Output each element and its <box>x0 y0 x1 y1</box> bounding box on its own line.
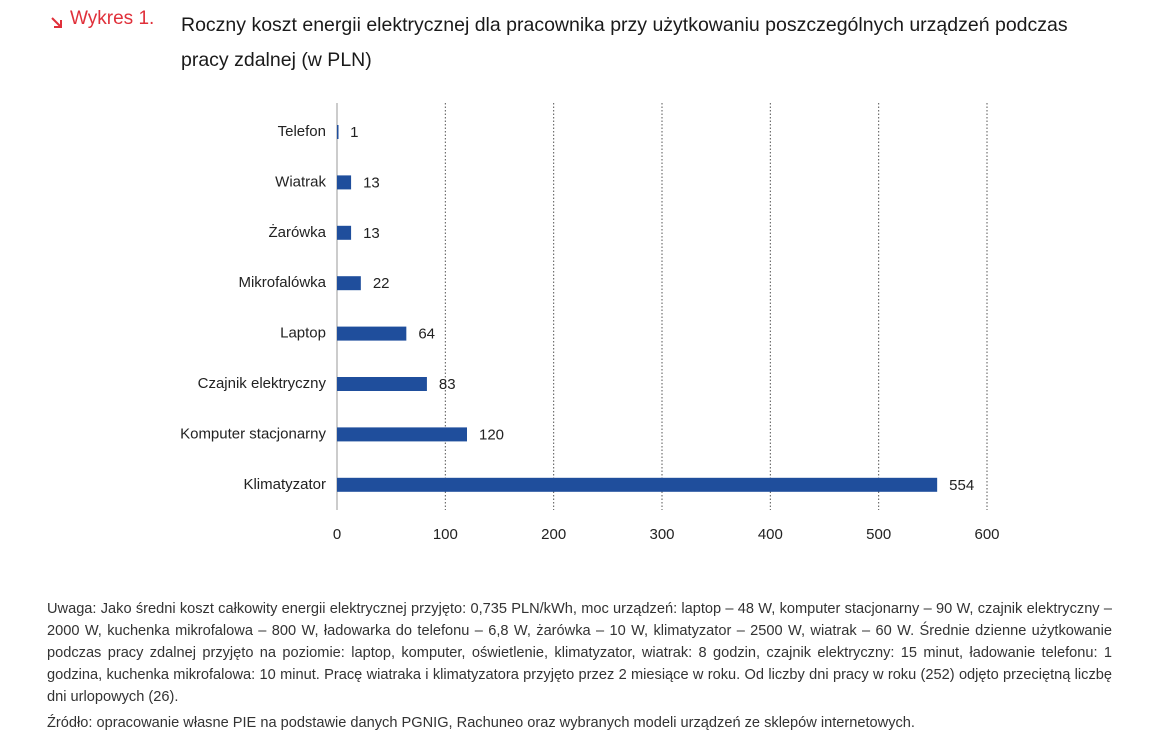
y-tick-label: Laptop <box>280 325 326 342</box>
x-tick-label: 300 <box>649 526 674 543</box>
chart: 0 100 200 300 400 500 600 Telefon 1 Wiatrak 13 Żaró… <box>180 103 1000 543</box>
y-tick-label: Klimatyzator <box>243 476 326 493</box>
value-label: 554 <box>949 477 974 494</box>
bar <box>337 427 467 442</box>
y-tick-label: Mikrofalówka <box>238 274 326 291</box>
bar <box>337 326 407 341</box>
note: Uwaga: Jako średni koszt całkowity energ… <box>47 601 1112 705</box>
x-tick-label: 400 <box>758 526 783 543</box>
value-label: 1 <box>350 124 358 141</box>
bar <box>337 276 361 291</box>
chart-label: Wykres 1. <box>70 8 155 29</box>
value-label: 13 <box>363 174 380 191</box>
arrow-icon <box>51 17 62 28</box>
x-tick-label: 200 <box>541 526 566 543</box>
source: Źródło: opracowanie własne PIE na podsta… <box>47 715 915 731</box>
x-tick-label: 100 <box>433 526 458 543</box>
y-tick-label: Telefon <box>278 123 326 140</box>
y-tick-label: Żarówka <box>268 223 326 241</box>
y-tick-label: Czajnik elektryczny <box>198 375 327 392</box>
value-label: 13 <box>363 225 380 242</box>
value-label: 83 <box>439 376 456 393</box>
value-label: 120 <box>479 426 504 443</box>
bar <box>337 175 352 190</box>
x-tick-label: 500 <box>866 526 891 543</box>
bar <box>337 125 339 139</box>
y-tick-label: Wiatrak <box>275 173 326 190</box>
chart-title: Roczny koszt energii elektrycznej dla pr… <box>181 14 1068 71</box>
x-tick-label: 600 <box>974 526 999 543</box>
y-tick-label: Komputer stacjonarny <box>180 425 326 442</box>
x-tick-label: 0 <box>333 526 341 543</box>
bar <box>337 225 352 240</box>
value-label: 64 <box>418 326 435 343</box>
bar <box>337 377 427 391</box>
value-label: 22 <box>373 275 390 292</box>
bar <box>337 477 938 492</box>
